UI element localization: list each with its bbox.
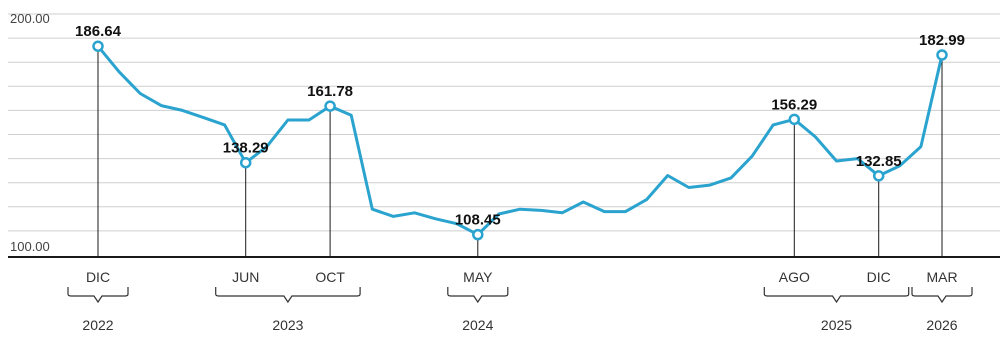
point-marker	[472, 228, 484, 241]
point-marker	[872, 170, 885, 182]
value-label: 132.85	[856, 153, 902, 170]
series-line	[96, 44, 944, 237]
year-bracket	[447, 287, 509, 304]
y-tick-label: 100.00	[10, 239, 50, 254]
year-label: 2026	[926, 317, 957, 333]
year-bracket	[763, 287, 910, 304]
point-markers	[92, 40, 948, 241]
month-label: DIC	[867, 269, 891, 285]
value-label: 186.64	[75, 23, 122, 40]
y-tick-labels: 200.00 100.00	[10, 11, 50, 254]
point-marker	[936, 49, 948, 61]
month-label: AGO	[779, 269, 810, 285]
month-labels: DIC JUN OCT MAY AGO DIC MAR	[86, 269, 958, 285]
value-label: 108.45	[455, 212, 501, 229]
gridlines	[8, 13, 1000, 232]
year-label: 2023	[272, 317, 303, 333]
year-label: 2022	[82, 317, 113, 333]
month-label: MAR	[926, 269, 957, 285]
year-label: 2024	[462, 317, 493, 333]
point-marker	[92, 40, 104, 52]
month-label: DIC	[86, 269, 110, 285]
drop-lines	[97, 46, 943, 257]
point-marker	[239, 156, 252, 169]
year-bracket	[215, 287, 361, 304]
year-label: 2025	[821, 317, 852, 333]
value-label: 182.99	[919, 32, 965, 49]
month-label: OCT	[315, 269, 345, 285]
value-label: 138.29	[223, 140, 269, 157]
value-label: 156.29	[771, 96, 817, 113]
value-label: 161.78	[307, 83, 353, 100]
year-bracket	[67, 287, 129, 304]
point-marker	[788, 113, 801, 126]
year-bracket	[911, 287, 973, 304]
series-layer	[96, 44, 944, 237]
year-groups: 2022 2023 2024 2025 2026	[67, 287, 973, 333]
month-label: MAY	[463, 269, 493, 285]
value-labels: 186.64 138.29 161.78 108.45 156.29 132.85 182.…	[75, 23, 965, 228]
point-marker	[324, 100, 336, 112]
y-tick-label: 200.00	[10, 11, 50, 26]
month-label: JUN	[232, 269, 259, 285]
